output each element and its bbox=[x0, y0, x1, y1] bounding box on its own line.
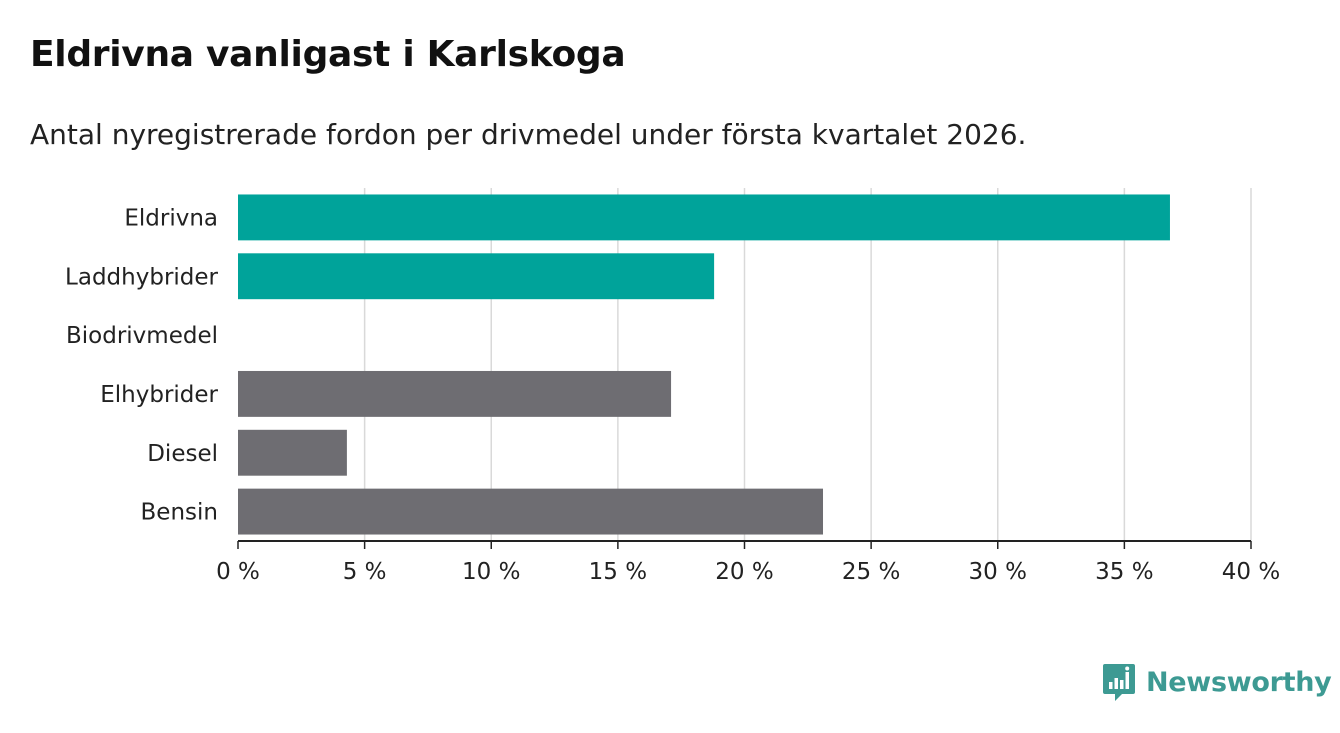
bar-eldrivna bbox=[238, 194, 1170, 241]
x-tick-label: 35 % bbox=[1095, 559, 1153, 585]
brand-name: Newsworthy bbox=[1146, 666, 1332, 698]
x-tick-label: 20 % bbox=[715, 559, 773, 585]
x-tick-label: 0 % bbox=[216, 559, 260, 585]
newsworthy-logo: Newsworthy bbox=[1102, 660, 1332, 704]
category-labels: Eldrivna Laddhybrider Biodrivmedel Elhybrid… bbox=[65, 205, 218, 525]
x-tick-label: 30 % bbox=[969, 559, 1027, 585]
bar-elhybrider bbox=[238, 370, 672, 417]
x-tick-label: 10 % bbox=[462, 559, 520, 585]
x-tick-label: 25 % bbox=[842, 559, 900, 585]
x-tick-label: 15 % bbox=[589, 559, 647, 585]
category-label: Elhybrider bbox=[100, 382, 218, 408]
bar-diesel bbox=[238, 429, 347, 476]
category-label: Eldrivna bbox=[124, 205, 218, 231]
bar-bensin bbox=[238, 488, 824, 535]
x-tick-label: 40 % bbox=[1222, 559, 1280, 585]
bars bbox=[238, 194, 1170, 535]
x-tick-label: 5 % bbox=[343, 559, 387, 585]
category-label: Biodrivmedel bbox=[66, 323, 218, 349]
category-label: Laddhybrider bbox=[65, 264, 218, 290]
category-label: Bensin bbox=[141, 500, 218, 526]
x-axis: 0 % 5 % 10 % 15 % 20 % 25 % 30 % 35 % 40 % bbox=[216, 540, 1280, 585]
chart-subtitle: Antal nyregistrerade fordon per drivmede… bbox=[30, 118, 1027, 151]
category-label: Diesel bbox=[147, 441, 218, 467]
bar-chart: Eldrivna Laddhybrider Biodrivmedel Elhybrid… bbox=[65, 188, 1280, 585]
bar-chart-speech-icon bbox=[1103, 664, 1135, 701]
grid-lines bbox=[363, 188, 1252, 541]
bar-laddhybrider bbox=[238, 253, 715, 300]
chart-title: Eldrivna vanligast i Karlskoga bbox=[30, 34, 626, 75]
